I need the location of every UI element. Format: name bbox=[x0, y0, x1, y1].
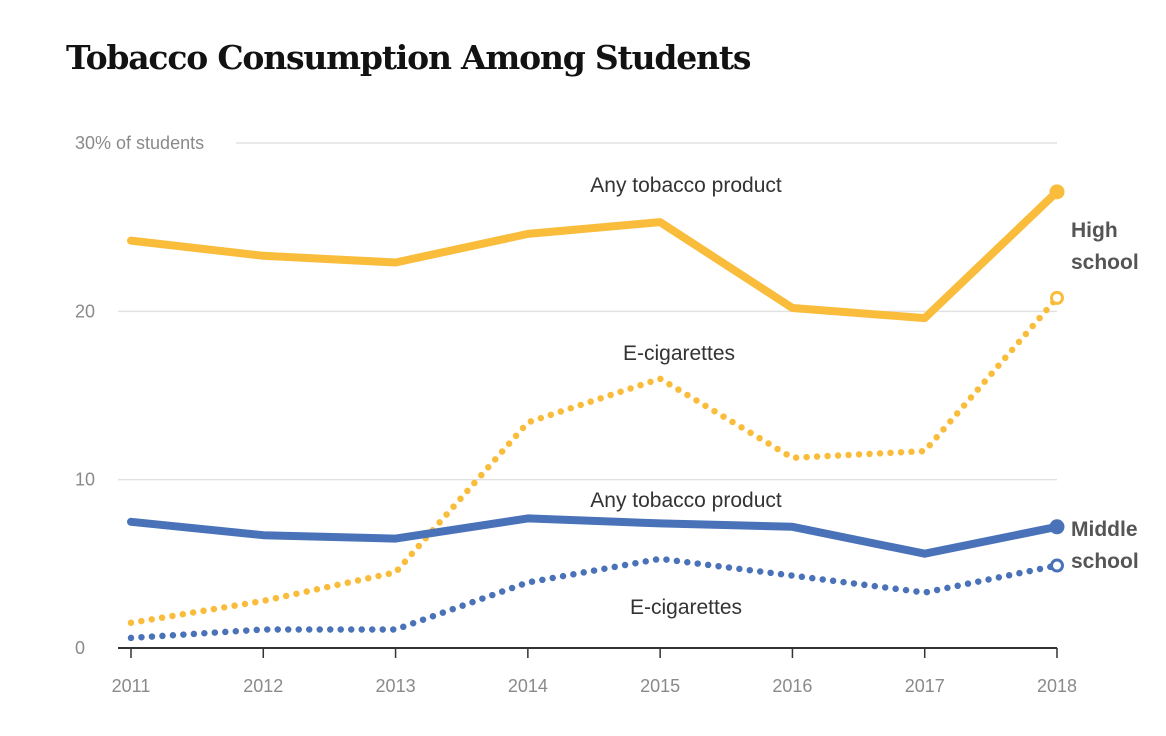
x-tick-label: 2018 bbox=[1037, 676, 1077, 696]
group-label: High bbox=[1071, 219, 1118, 242]
x-tick-label: 2017 bbox=[905, 676, 945, 696]
x-tick-label: 2015 bbox=[640, 676, 680, 696]
series-end-marker bbox=[1049, 519, 1065, 535]
series-labels: Any tobacco product E-cigarettes Any tobac… bbox=[590, 174, 1138, 619]
series-label: Any tobacco product bbox=[590, 489, 782, 512]
series-label: Any tobacco product bbox=[590, 174, 782, 197]
x-tick-label: 2012 bbox=[243, 676, 283, 696]
chart-title: Tobacco Consumption Among Students bbox=[66, 38, 751, 77]
y-tick-label: 10 bbox=[75, 470, 95, 490]
series-line bbox=[127, 555, 1061, 642]
series-lines bbox=[127, 184, 1065, 642]
x-tick-label: 2011 bbox=[112, 676, 151, 696]
x-tick-label: 2014 bbox=[508, 676, 548, 696]
group-label: Middle bbox=[1071, 518, 1138, 541]
x-tick-label: 2013 bbox=[376, 676, 416, 696]
series-end-marker bbox=[1049, 184, 1065, 200]
x-tick-label: 2016 bbox=[772, 676, 812, 696]
y-tick-label: 30% of students bbox=[75, 133, 204, 153]
series-line bbox=[127, 187, 1061, 323]
series-line bbox=[127, 514, 1061, 558]
series-line bbox=[127, 294, 1061, 627]
x-axis: 2011 2012 2013 2014 2015 2016 2017 2018 bbox=[112, 647, 1077, 696]
series-end-marker bbox=[1050, 290, 1064, 305]
series-label: E-cigarettes bbox=[623, 342, 735, 365]
gridlines: 0 10 20 30% of students bbox=[75, 133, 1057, 658]
y-tick-label: 0 bbox=[75, 638, 85, 658]
series-end-marker bbox=[1050, 558, 1064, 573]
group-label: school bbox=[1071, 251, 1139, 274]
group-label: school bbox=[1071, 550, 1139, 573]
y-tick-label: 20 bbox=[75, 301, 95, 321]
series-label: E-cigarettes bbox=[630, 596, 742, 619]
